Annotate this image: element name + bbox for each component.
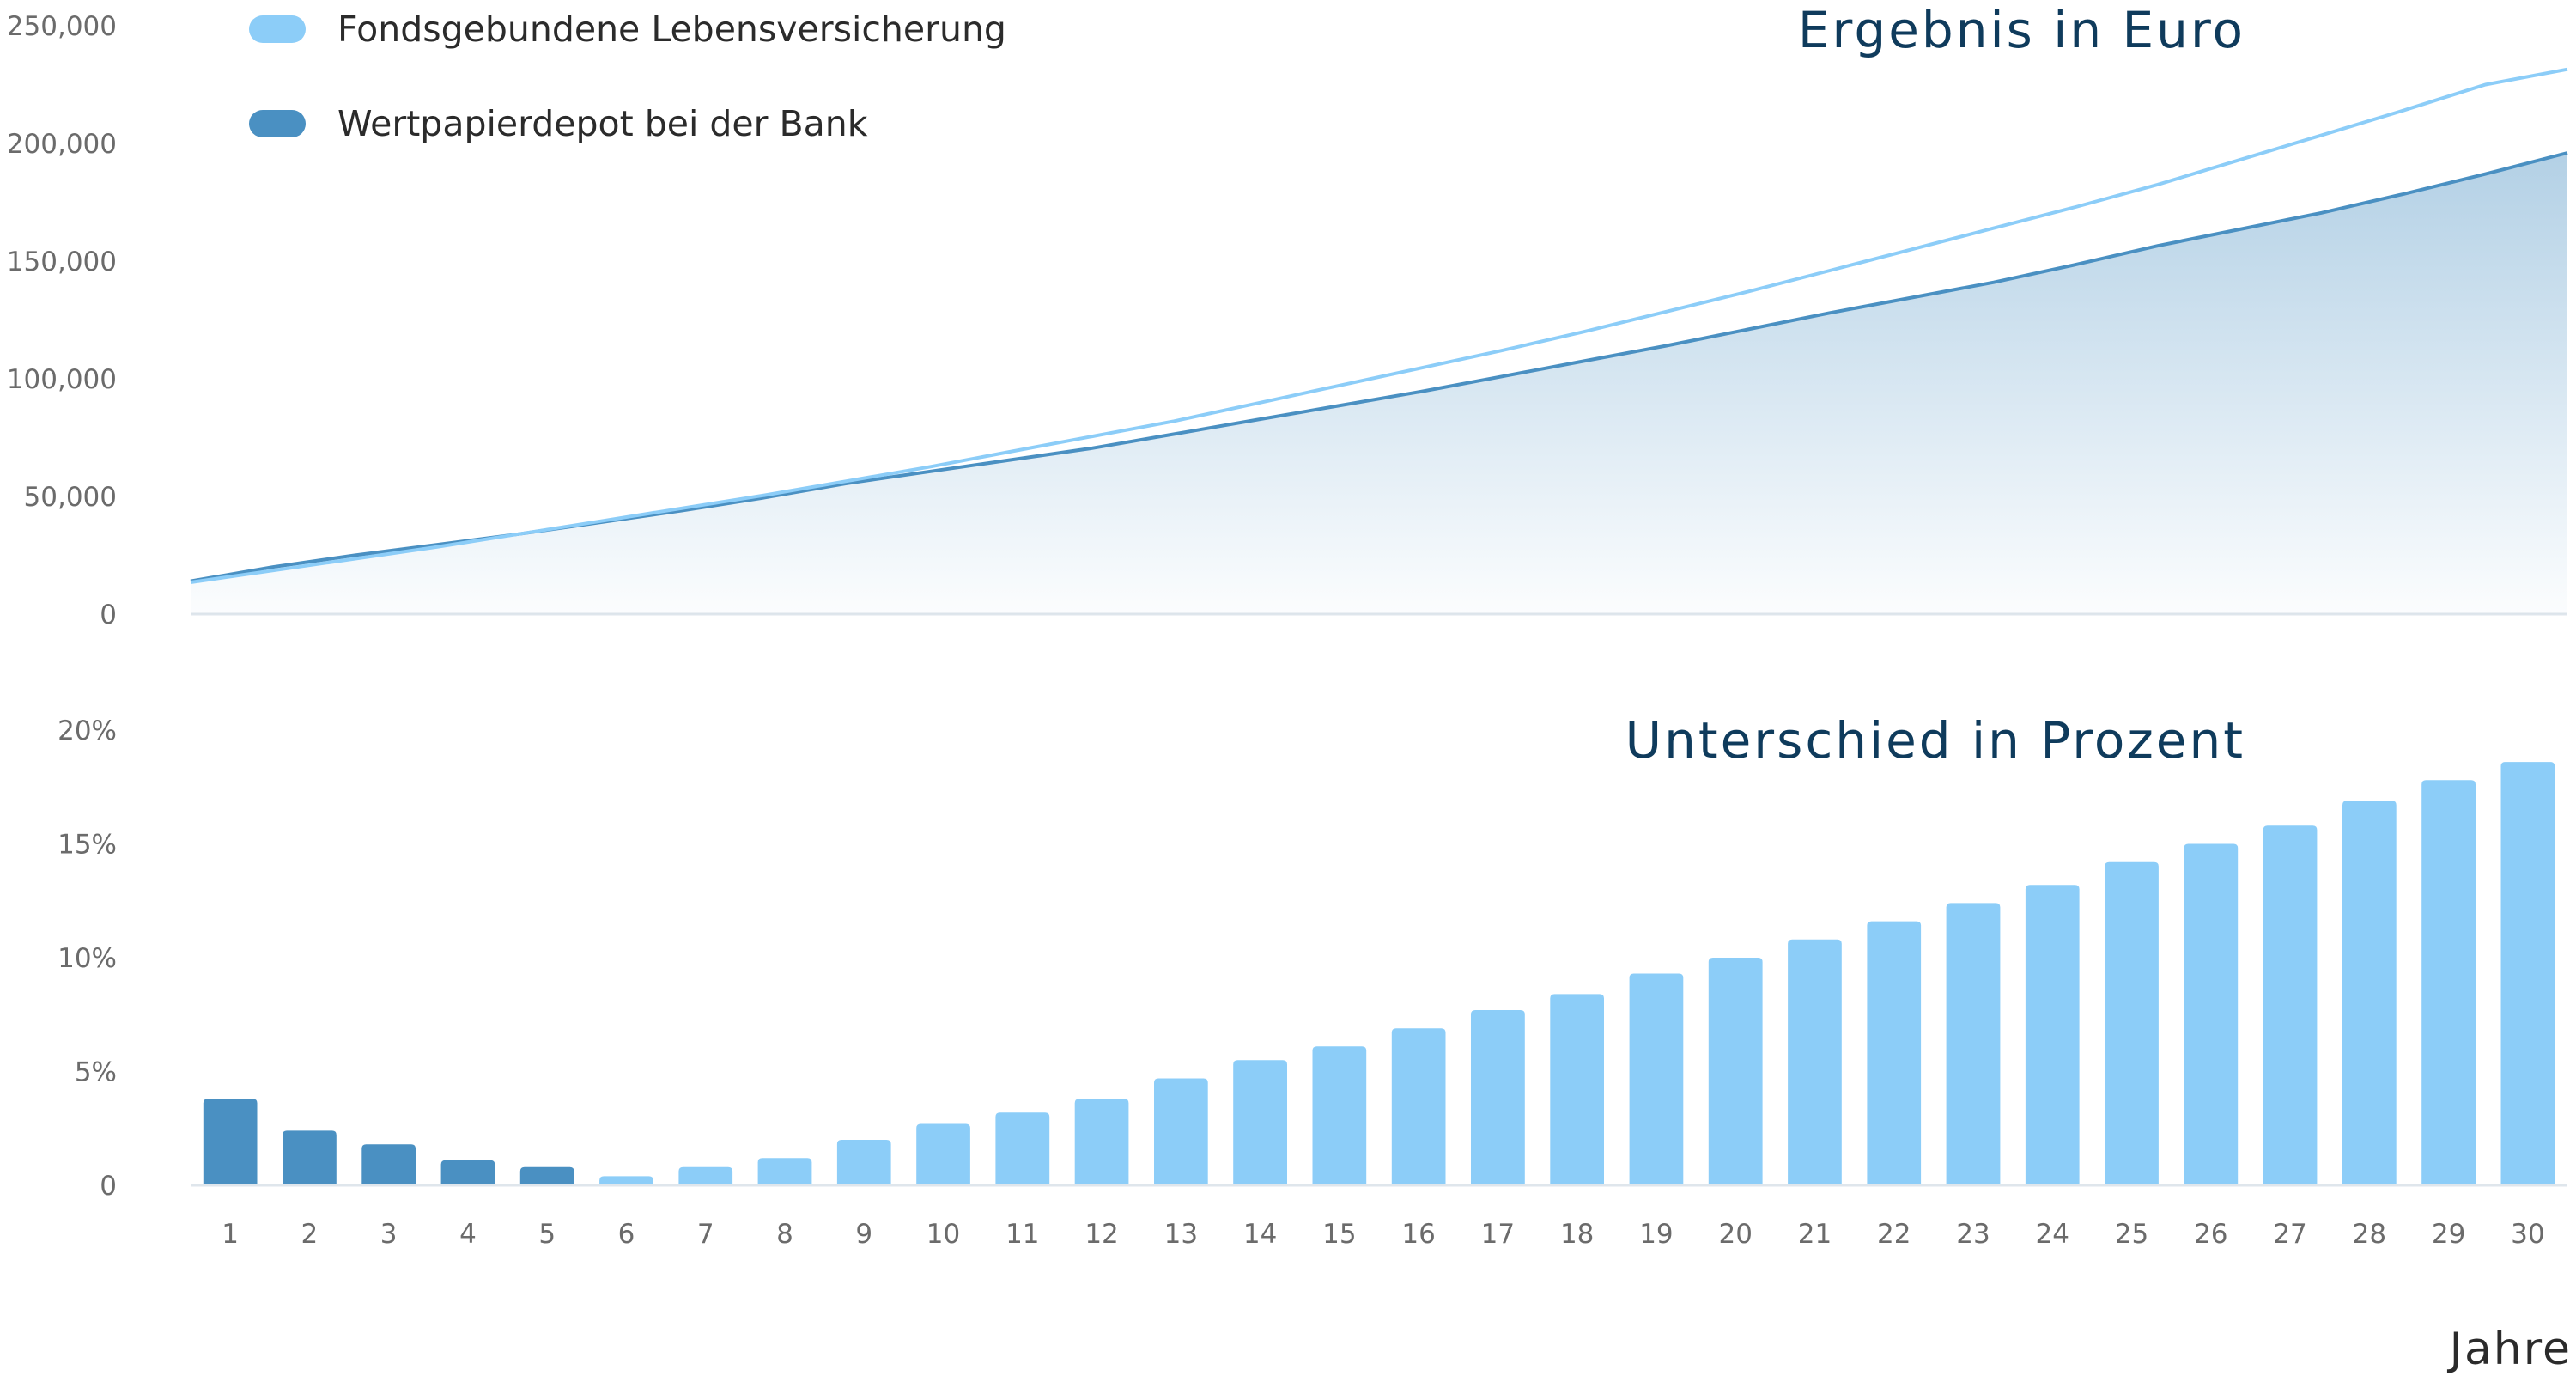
bar-year-20[interactable] [1708,958,1763,1185]
bar-x-tick-label: 14 [1243,1219,1277,1250]
bar-x-tick-label: 19 [1639,1219,1673,1250]
bar-y-tick-label: 15% [58,830,117,861]
bar-year-26[interactable] [2184,843,2239,1186]
x-axis-label: Jahre [2447,1324,2572,1375]
bar-x-tick-label: 11 [1005,1219,1039,1250]
line-y-tick-label: 50,000 [24,482,117,513]
bar-y-tick-label: 5% [75,1057,117,1088]
bars [203,762,2555,1186]
bar-year-27[interactable] [2263,825,2318,1185]
line-y-tick-label: 150,000 [7,247,117,277]
bar-x-tick-label: 4 [459,1219,477,1250]
bar-year-1[interactable] [203,1099,258,1185]
bar-x-axis: 1 2 3 4 5 6 7 8 9 10 11 12 13 14 15 16 17 18 19 20 21 22 23 24 2… [222,1219,2544,1250]
bar-x-tick-label: 30 [2511,1219,2544,1250]
bar-year-16[interactable] [1391,1028,1446,1185]
bar-year-15[interactable] [1312,1046,1367,1185]
bar-year-14[interactable] [1233,1060,1287,1185]
bar-year-6[interactable] [599,1176,653,1185]
bar-year-28[interactable] [2342,801,2397,1185]
bar-x-tick-label: 13 [1164,1219,1198,1250]
line-y-tick-label: 200,000 [7,129,117,160]
bar-x-tick-label: 21 [1798,1219,1832,1250]
bar-x-tick-label: 25 [2115,1219,2148,1250]
legend-item-wertpapierdepot[interactable]: Wertpapierdepot bei der Bank [249,103,868,144]
bar-y-axis: 0 5% 10% 15% 20% [58,715,117,1202]
bar-year-5[interactable] [519,1166,574,1185]
legend-swatch-light [249,15,306,43]
area-wertpapierdepot [191,153,2567,614]
bar-year-19[interactable] [1629,973,1684,1186]
bar-year-12[interactable] [1074,1099,1129,1185]
bar-y-tick-label: 20% [58,715,117,746]
bar-year-25[interactable] [2105,861,2159,1185]
bar-year-9[interactable] [836,1140,891,1185]
bar-x-tick-label: 29 [2432,1219,2465,1250]
bar-x-tick-label: 22 [1877,1219,1911,1250]
bar-x-tick-label: 5 [538,1219,556,1250]
legend-swatch-dark [249,110,306,137]
bar-year-29[interactable] [2421,780,2476,1185]
bar-x-tick-label: 18 [1560,1219,1594,1250]
bar-year-21[interactable] [1788,939,1842,1185]
bar-y-tick-label: 0 [100,1171,117,1202]
bar-x-tick-label: 9 [855,1219,872,1250]
legend: Fondsgebundene Lebensversicherung Wertpa… [249,9,1006,144]
bar-year-11[interactable] [995,1112,1050,1185]
bar-x-tick-label: 26 [2194,1219,2227,1250]
bar-year-18[interactable] [1550,994,1604,1185]
bar-year-7[interactable] [678,1166,733,1185]
bar-x-tick-label: 23 [1956,1219,1990,1250]
bar-year-24[interactable] [2025,885,2080,1185]
bar-x-tick-label: 17 [1481,1219,1515,1250]
bar-year-30[interactable] [2500,762,2555,1185]
line-fondsgebundene [190,67,2568,584]
bar-x-tick-label: 16 [1401,1219,1435,1250]
bar-x-tick-label: 24 [2036,1219,2069,1250]
legend-item-fondsgebundene[interactable]: Fondsgebundene Lebensversicherung [249,9,1006,50]
bar-y-tick-label: 10% [58,943,117,974]
bar-x-tick-label: 15 [1322,1219,1356,1250]
bar-year-10[interactable] [916,1123,970,1186]
bar-year-2[interactable] [283,1130,337,1185]
line-y-tick-label: 100,000 [7,364,117,395]
line-y-axis: 0 50,000 100,000 150,000 200,000 250,000 [7,11,117,630]
bar-x-tick-label: 12 [1084,1219,1118,1250]
bar-x-tick-label: 2 [301,1219,319,1250]
bar-year-23[interactable] [1946,903,2001,1185]
bar-year-3[interactable] [361,1144,416,1185]
line-chart: Ergebnis in Euro Fondsgebundene Lebensve… [7,1,2568,630]
bar-x-tick-label: 20 [1718,1219,1752,1250]
legend-label-fondsgebundene: Fondsgebundene Lebensversicherung [337,9,1006,50]
line-y-tick-label: 0 [100,600,117,630]
bar-year-8[interactable] [757,1158,812,1185]
bar-x-tick-label: 10 [927,1219,960,1250]
bar-x-tick-label: 3 [380,1219,398,1250]
bar-x-tick-label: 8 [776,1219,793,1250]
line-chart-title: Ergebnis in Euro [1798,1,2245,59]
bar-x-tick-label: 1 [222,1219,239,1250]
bar-x-tick-label: 27 [2273,1219,2306,1250]
bar-chart-title: Unterschied in Prozent [1625,711,2245,770]
bar-year-17[interactable] [1471,1010,1525,1185]
legend-label-wertpapierdepot: Wertpapierdepot bei der Bank [337,103,868,144]
bar-year-4[interactable] [440,1160,495,1185]
bar-x-tick-label: 28 [2353,1219,2386,1250]
bar-x-tick-label: 6 [618,1219,635,1250]
bar-year-22[interactable] [1867,921,1922,1185]
line-y-tick-label: 250,000 [7,11,117,42]
bar-year-13[interactable] [1154,1078,1208,1186]
bar-x-tick-label: 7 [697,1219,714,1250]
